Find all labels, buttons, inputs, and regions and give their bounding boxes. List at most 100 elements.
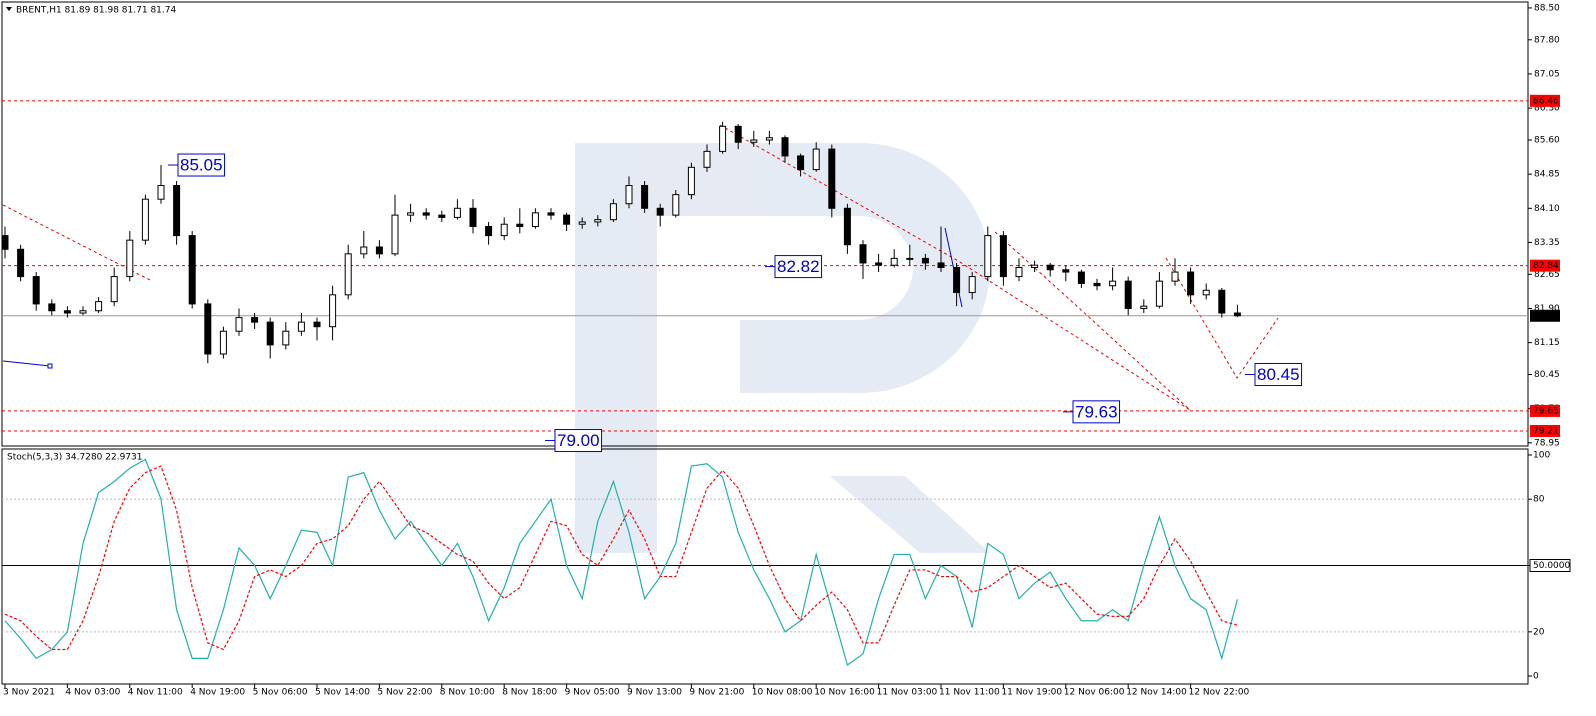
candle-body [609, 203, 617, 221]
x-tick-label: 9 Nov 13:00 [627, 688, 682, 698]
candle-body [937, 262, 945, 268]
y-tick-label: 0 [1533, 672, 1539, 682]
candle-body [719, 125, 727, 152]
candle-body [407, 212, 415, 216]
price-label: 79.63 [1075, 402, 1118, 421]
candle-body [703, 150, 711, 168]
candle-body [485, 226, 493, 237]
price-label-box [177, 153, 226, 177]
y-tick-label: 20 [1533, 627, 1545, 637]
stoch-panel [1, 448, 1529, 685]
current-price-tag [1530, 309, 1560, 322]
candle-body [734, 125, 742, 143]
x-tick-label: 10 Nov 16:00 [814, 688, 875, 698]
price-label-box [1072, 400, 1121, 424]
candle-body [1031, 264, 1039, 268]
x-tick-label: 12 Nov 06:00 [1064, 688, 1125, 698]
candle-body [843, 207, 851, 246]
candle-body [1155, 280, 1163, 307]
x-tick-label: 8 Nov 18:00 [502, 688, 557, 698]
y-tick-label: 84.10 [1534, 204, 1560, 214]
candle-body [1171, 271, 1179, 282]
x-tick-label: 3 Nov 2021 [3, 688, 55, 698]
candle-body [921, 257, 929, 264]
candle-body [173, 185, 181, 237]
y-tick-label: 81.15 [1534, 338, 1560, 348]
candle-body [344, 253, 352, 296]
candle-body [859, 244, 867, 264]
candle-body [1, 235, 9, 250]
y-tick-label: 86.30 [1534, 104, 1560, 114]
symbol-header: BRENT,H1 81.89 81.98 81.71 81.74 [16, 6, 176, 16]
candle-body [63, 310, 71, 314]
candle-body [453, 207, 461, 218]
candle-body [110, 276, 118, 303]
y-tick-label: 80 [1533, 495, 1545, 505]
current-price-label: 81.74 [1533, 311, 1559, 321]
price-label: 82.82 [777, 257, 820, 276]
level-label: 82.84 [1533, 261, 1559, 271]
candle-body [968, 276, 976, 294]
y-tick-label: 84.85 [1534, 170, 1560, 180]
y-tick-label: 83.35 [1534, 238, 1560, 248]
candle-body [765, 137, 773, 141]
price-label-box [774, 255, 823, 279]
candle-body [282, 330, 290, 346]
x-tick-label: 12 Nov 22:00 [1189, 688, 1250, 698]
x-tick-label: 4 Nov 03:00 [65, 688, 120, 698]
candle-body [750, 139, 758, 143]
x-tick-label: 11 Nov 03:00 [877, 688, 938, 698]
candle-body [1140, 305, 1148, 309]
candle-body [531, 212, 539, 228]
candle-body [126, 239, 134, 278]
candle-body [1015, 266, 1023, 278]
candle-body [500, 223, 508, 237]
candle-body [48, 303, 56, 312]
x-tick-label: 4 Nov 19:00 [190, 688, 245, 698]
candle-body [953, 266, 961, 294]
candle-body [329, 294, 337, 328]
candle-body [251, 317, 259, 323]
stoch-line [4, 458, 1238, 666]
candle-body [547, 212, 555, 216]
candle-body [297, 321, 305, 332]
x-tick-label: 10 Nov 08:00 [752, 688, 813, 698]
x-tick-label: 5 Nov 14:00 [315, 688, 370, 698]
candle-body [32, 276, 40, 305]
level-tag [1530, 404, 1560, 417]
main-panel [1, 1, 1529, 447]
y-tick-label: 100 [1533, 450, 1550, 460]
price-label: 80.45 [1257, 365, 1300, 384]
level-label: 79.65 [1533, 406, 1559, 416]
x-tick-label: 11 Nov 19:00 [1001, 688, 1062, 698]
candle-body [625, 185, 633, 205]
candle-body [204, 303, 212, 355]
y-tick-label: 82.65 [1534, 270, 1560, 280]
candle-body [812, 148, 820, 171]
candle-body [1124, 280, 1132, 309]
candle-body [1218, 289, 1226, 314]
candle-body [141, 198, 149, 241]
y-tick-box [1529, 559, 1571, 573]
y-tick-label: 80.45 [1534, 370, 1560, 380]
y-tick-label: 78.95 [1534, 438, 1560, 448]
candle-body [1062, 269, 1070, 273]
candle-body [1093, 282, 1101, 287]
y-tick-label: 88.50 [1534, 3, 1560, 13]
candle-body [781, 137, 789, 157]
x-tick-label: 5 Nov 22:00 [377, 688, 432, 698]
candle-body [17, 248, 25, 278]
y-tick-label: 87.05 [1534, 69, 1560, 79]
price-label: 79.00 [557, 431, 600, 450]
candle-body [95, 301, 103, 312]
candle-body [422, 212, 430, 216]
y-tick-label: 87.80 [1534, 35, 1560, 45]
price-label-box [1254, 363, 1303, 387]
candle-body [1046, 264, 1054, 271]
x-tick-label: 12 Nov 14:00 [1126, 688, 1187, 698]
stoch-header: Stoch(5,3,3) 34.7280 22.9731 [7, 453, 142, 463]
y-tick-label: 50.0000 [1533, 561, 1570, 571]
candle-body [687, 166, 695, 196]
candle-body [360, 246, 368, 255]
candle-body [219, 330, 227, 355]
